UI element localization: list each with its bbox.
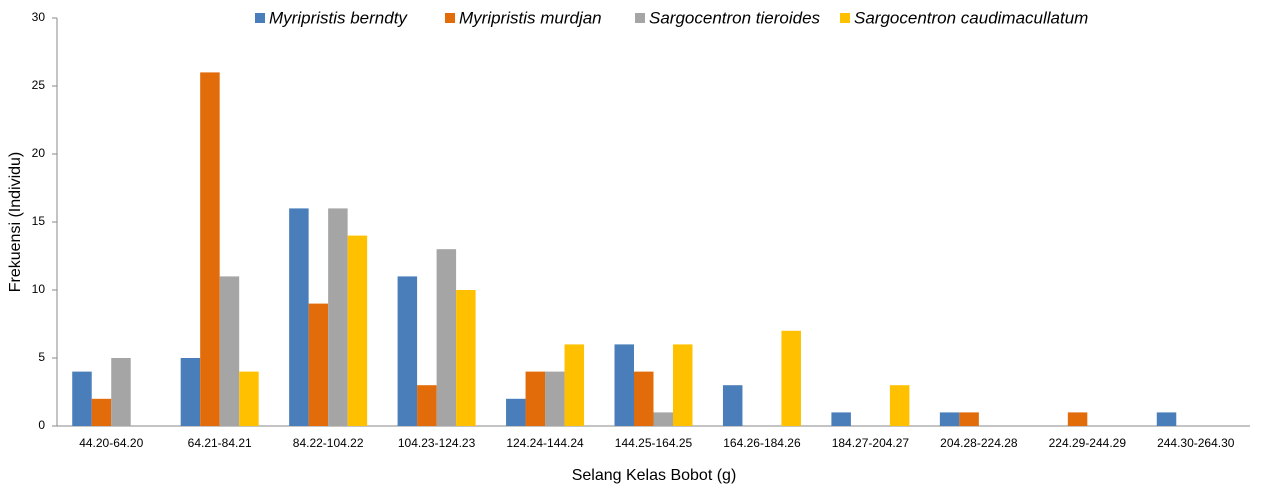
bar bbox=[653, 412, 673, 426]
x-tick-label: 44.20-64.20 bbox=[79, 436, 143, 450]
x-tick-label: 204.28-224.28 bbox=[940, 436, 1018, 450]
x-axis-label: Selang Kelas Bobot (g) bbox=[572, 467, 737, 484]
bar bbox=[436, 249, 457, 426]
y-tick-label: 0 bbox=[38, 418, 45, 432]
bar bbox=[417, 385, 437, 426]
bar bbox=[347, 235, 368, 426]
bar bbox=[91, 398, 112, 426]
legend-label: Myripristis berndty bbox=[269, 8, 408, 27]
y-tick-label: 20 bbox=[32, 146, 46, 160]
bar bbox=[1067, 412, 1088, 426]
y-axis-label: Frekuensi (Individu) bbox=[7, 152, 24, 293]
bar bbox=[111, 358, 131, 426]
y-tick-label: 15 bbox=[32, 214, 46, 228]
legend-swatch bbox=[255, 13, 265, 23]
bar bbox=[200, 72, 220, 427]
bar bbox=[939, 412, 960, 426]
x-tick-label: 224.29-244.29 bbox=[1049, 436, 1127, 450]
x-tick-label: 164.26-184.26 bbox=[723, 436, 801, 450]
bar bbox=[180, 358, 201, 426]
bar bbox=[397, 276, 418, 426]
bar bbox=[506, 398, 526, 426]
bar bbox=[634, 371, 654, 426]
x-tick-label: 64.21-84.21 bbox=[188, 436, 252, 450]
legend-swatch bbox=[445, 13, 455, 23]
bar bbox=[831, 412, 851, 426]
bar bbox=[564, 344, 585, 426]
legend-label: Myripristis murdjan bbox=[459, 8, 602, 27]
bar bbox=[456, 290, 476, 426]
bar bbox=[72, 371, 92, 426]
legend-label: Sargocentron tieroides bbox=[649, 8, 821, 27]
bar bbox=[289, 208, 309, 426]
bar bbox=[328, 208, 348, 426]
legend-label: Sargocentron caudimacullatum bbox=[854, 8, 1088, 27]
bar bbox=[959, 412, 979, 426]
y-tick-label: 10 bbox=[32, 282, 46, 296]
x-tick-label: 104.23-124.23 bbox=[398, 436, 476, 450]
bar bbox=[781, 330, 801, 426]
x-tick-label: 84.22-104.22 bbox=[293, 436, 364, 450]
legend-swatch bbox=[840, 13, 850, 23]
x-tick-label: 124.24-144.24 bbox=[506, 436, 584, 450]
bar bbox=[239, 371, 259, 426]
bar bbox=[1156, 412, 1177, 426]
x-tick-label: 184.27-204.27 bbox=[832, 436, 910, 450]
y-tick-label: 25 bbox=[32, 78, 46, 92]
bar bbox=[219, 276, 240, 426]
y-tick-label: 5 bbox=[38, 350, 45, 364]
bar bbox=[545, 371, 565, 426]
y-tick-label: 30 bbox=[32, 10, 46, 24]
bar bbox=[889, 385, 910, 426]
bar bbox=[308, 303, 329, 426]
bar bbox=[525, 371, 546, 426]
legend-swatch bbox=[635, 13, 645, 23]
bar bbox=[722, 385, 743, 426]
bar bbox=[614, 344, 634, 426]
bar bbox=[673, 344, 693, 426]
x-tick-label: 244.30-264.30 bbox=[1157, 436, 1235, 450]
x-tick-label: 144.25-164.25 bbox=[615, 436, 693, 450]
